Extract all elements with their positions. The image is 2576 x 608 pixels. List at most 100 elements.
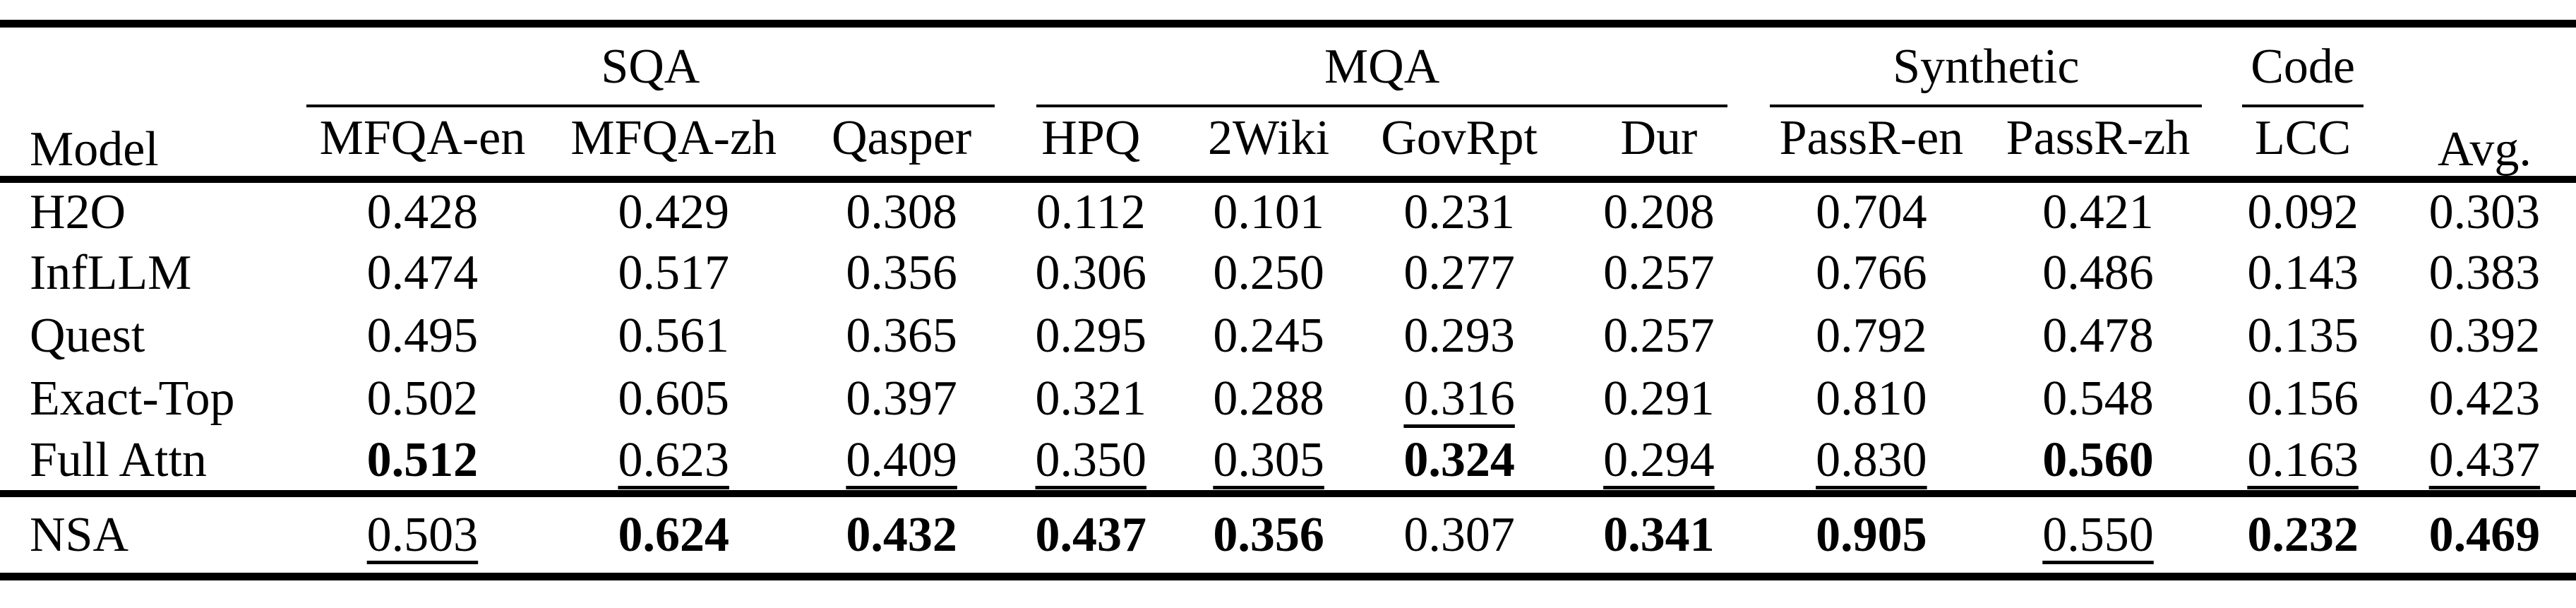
value-text: 0.307: [1403, 507, 1515, 562]
value-cell: 0.561: [549, 305, 798, 368]
table-body: H2O 0.428 0.429 0.308 0.112 0.101 0.231 …: [0, 179, 2576, 577]
value-text: 0.350: [1035, 432, 1147, 487]
value-cell: 0.365: [798, 305, 1005, 368]
sqa-group-label: SQA: [601, 40, 700, 94]
value-text: 0.112: [1036, 184, 1146, 239]
value-cell: 0.428: [296, 179, 549, 242]
value-cell: 0.306: [1005, 242, 1177, 305]
value-text: 0.305: [1213, 432, 1324, 487]
column-header-mfqa-zh: MFQA-zh: [570, 111, 777, 166]
group-header-mqa: MQA: [1005, 24, 1759, 107]
value-text: 0.474: [366, 246, 479, 301]
code-group-rule: Code: [2242, 41, 2364, 107]
value-cell: 0.392: [2393, 305, 2576, 368]
value-text: 0.092: [2247, 184, 2359, 239]
value-cell: 0.478: [1984, 305, 2213, 368]
value-cell: 0.469: [2393, 494, 2576, 577]
value-text: 0.383: [2428, 246, 2541, 301]
value-text: 0.486: [2042, 246, 2154, 301]
value-cell: 0.623: [549, 431, 798, 494]
value-text: 0.208: [1603, 184, 1715, 239]
group-header-sqa: SQA: [296, 24, 1005, 107]
value-cell: 0.766: [1759, 242, 1983, 305]
value-text: 0.409: [846, 432, 957, 487]
value-cell: 0.231: [1360, 179, 1559, 242]
value-text: 0.277: [1403, 246, 1515, 301]
value-cell: 0.101: [1178, 179, 1360, 242]
value-cell: 0.437: [1005, 494, 1177, 577]
value-text: 0.303: [2428, 184, 2541, 239]
value-cell: 0.421: [1984, 179, 2213, 242]
value-cell: 0.792: [1759, 305, 1983, 368]
value-cell: 0.429: [549, 179, 798, 242]
value-cell: 0.356: [798, 242, 1005, 305]
column-header-mfqa-en: MFQA-en: [319, 111, 526, 166]
value-text: 0.432: [846, 507, 957, 562]
value-text: 0.308: [846, 184, 957, 239]
column-header-dur: Dur: [1620, 111, 1698, 166]
value-cell: 0.383: [2393, 242, 2576, 305]
value-text: 0.231: [1403, 184, 1515, 239]
table-row: Exact-Top 0.502 0.605 0.397 0.321 0.288 …: [0, 368, 2576, 431]
value-cell: 0.305: [1178, 431, 1360, 494]
value-cell: 0.605: [549, 368, 798, 431]
value-cell: 0.316: [1360, 368, 1559, 431]
group-header-synthetic: Synthetic: [1759, 24, 2212, 107]
value-cell: 0.810: [1759, 368, 1983, 431]
model-name-cell: NSA: [30, 507, 129, 562]
model-header-label: Model: [30, 122, 159, 177]
value-text: 0.245: [1213, 309, 1324, 364]
value-text: 0.324: [1403, 432, 1515, 487]
value-text: 0.905: [1816, 507, 1927, 562]
value-text: 0.623: [618, 432, 729, 487]
value-cell: 0.321: [1005, 368, 1177, 431]
value-text: 0.428: [366, 184, 479, 239]
value-text: 0.495: [366, 309, 479, 364]
value-cell: 0.308: [798, 179, 1005, 242]
column-header-passr-en: PassR-en: [1779, 111, 1964, 166]
value-text: 0.294: [1603, 432, 1715, 487]
avg-header-label: Avg.: [2437, 122, 2532, 177]
model-name-cell: Quest: [30, 309, 145, 364]
value-text: 0.560: [2042, 432, 2154, 487]
value-cell: 0.397: [798, 368, 1005, 431]
value-cell: 0.624: [549, 494, 798, 577]
value-cell: 0.257: [1559, 305, 1760, 368]
value-text: 0.561: [618, 309, 729, 364]
column-header-qasper: Qasper: [831, 111, 972, 166]
value-text: 0.512: [366, 432, 479, 487]
value-cell: 0.560: [1984, 431, 2213, 494]
value-text: 0.156: [2247, 371, 2359, 427]
value-text: 0.291: [1603, 371, 1715, 427]
value-cell: 0.307: [1360, 494, 1559, 577]
value-cell: 0.092: [2212, 179, 2392, 242]
value-text: 0.437: [1035, 507, 1147, 562]
column-header-hpq: HPQ: [1041, 111, 1141, 166]
value-text: 0.293: [1403, 309, 1515, 364]
value-text: 0.421: [2042, 184, 2154, 239]
value-text: 0.766: [1816, 246, 1927, 301]
table-row: Full Attn 0.512 0.623 0.409 0.350 0.305 …: [0, 431, 2576, 494]
sqa-group-rule: SQA: [306, 41, 995, 107]
value-cell: 0.905: [1759, 494, 1983, 577]
value-cell: 0.163: [2212, 431, 2392, 494]
value-text: 0.392: [2428, 309, 2541, 364]
synthetic-group-label: Synthetic: [1893, 40, 2080, 94]
model-name-cell: InfLLM: [30, 246, 192, 301]
value-cell: 0.356: [1178, 494, 1360, 577]
value-cell: 0.135: [2212, 305, 2392, 368]
value-cell: 0.503: [296, 494, 549, 577]
value-text: 0.423: [2428, 371, 2541, 427]
benchmark-results-table: Model SQA MQA Synthetic: [0, 20, 2576, 580]
value-text: 0.101: [1213, 184, 1324, 239]
value-cell: 0.548: [1984, 368, 2213, 431]
value-cell: 0.143: [2212, 242, 2392, 305]
value-cell: 0.423: [2393, 368, 2576, 431]
value-text: 0.306: [1035, 246, 1147, 301]
model-name-cell: Full Attn: [30, 432, 207, 487]
table-row: NSA 0.503 0.624 0.432 0.437 0.356 0.307 …: [0, 493, 2576, 577]
value-text: 0.624: [618, 507, 729, 562]
value-cell: 0.341: [1559, 494, 1760, 577]
value-text: 0.605: [618, 371, 729, 427]
